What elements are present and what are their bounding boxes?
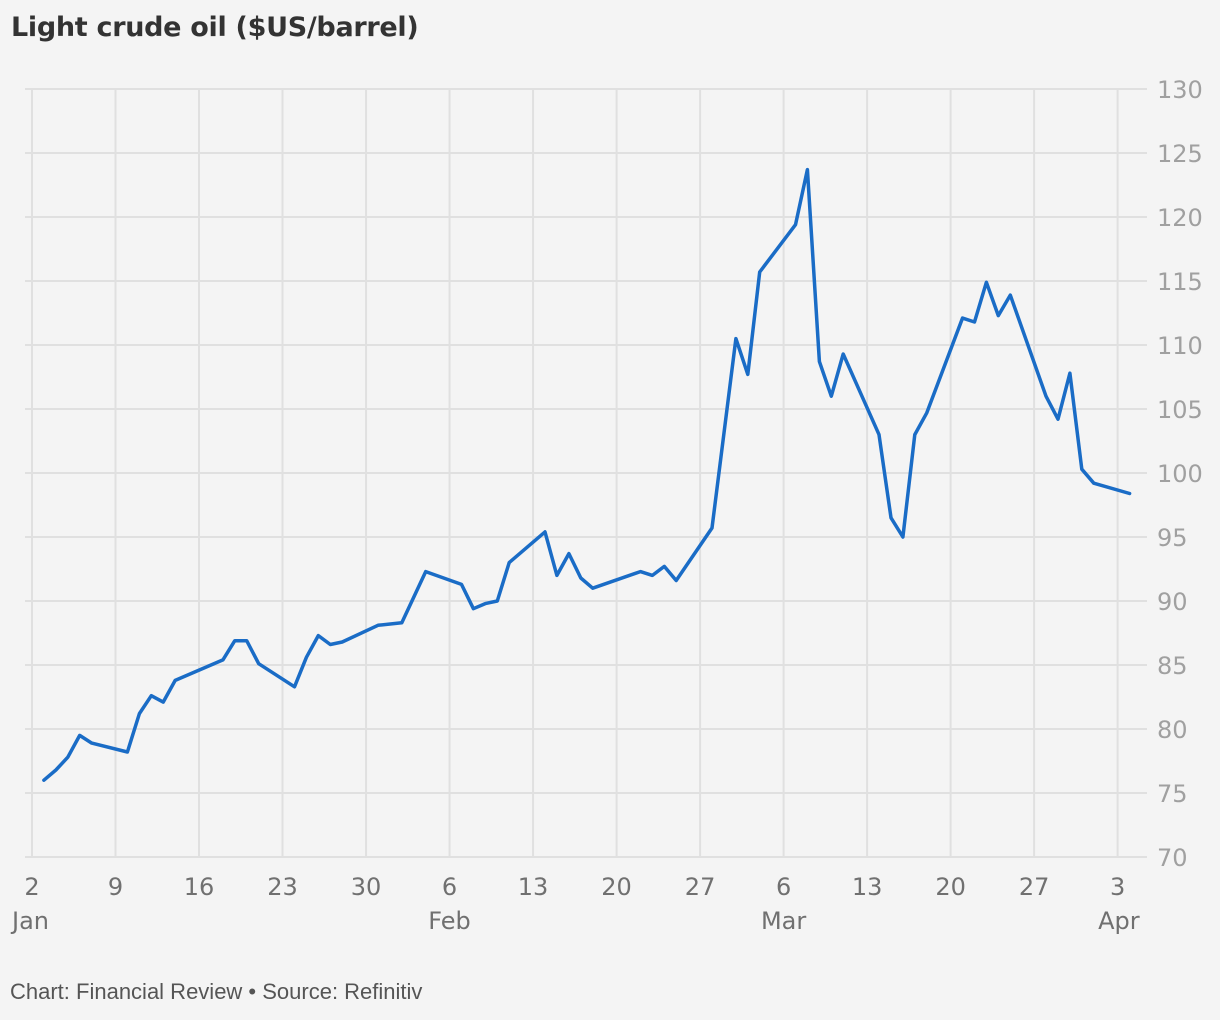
y-tick-label: 125	[1157, 140, 1203, 168]
y-tick-label: 85	[1157, 652, 1188, 680]
x-month-label: Apr	[1098, 907, 1140, 935]
y-tick-label: 105	[1157, 396, 1203, 424]
x-month-label: Feb	[428, 907, 471, 935]
x-tick-label: 3	[1110, 873, 1125, 901]
vertical-gridlines	[31, 89, 1119, 857]
x-tick-label: 2	[24, 873, 39, 901]
y-tick-label: 115	[1157, 268, 1203, 296]
y-tick-label: 120	[1157, 204, 1203, 232]
chart-source-credit: Chart: Financial Review • Source: Refini…	[10, 979, 423, 1004]
x-tick-label: 20	[601, 873, 632, 901]
y-axis-tick-labels: 70 75 80 85 90 95 100 105 110 115 120 125 130	[1157, 76, 1203, 872]
y-tick-label: 90	[1157, 588, 1188, 616]
x-tick-label: 13	[518, 873, 549, 901]
x-tick-label: 20	[935, 873, 966, 901]
x-month-label: Jan	[10, 907, 49, 935]
y-tick-label: 70	[1157, 844, 1188, 872]
x-tick-label: 9	[108, 873, 123, 901]
chart-title: Light crude oil ($US/barrel)	[11, 12, 419, 43]
x-tick-label: 30	[351, 873, 382, 901]
y-tick-label: 130	[1157, 76, 1203, 104]
y-tick-label: 95	[1157, 524, 1188, 552]
x-tick-label: 6	[442, 873, 457, 901]
x-tick-label: 16	[184, 873, 215, 901]
x-tick-label: 23	[267, 873, 298, 901]
x-month-label: Mar	[761, 907, 806, 935]
y-tick-label: 80	[1157, 716, 1188, 744]
y-tick-label: 75	[1157, 780, 1188, 808]
x-tick-label: 27	[1019, 873, 1050, 901]
x-tick-label: 6	[776, 873, 791, 901]
horizontal-gridlines	[25, 88, 1147, 858]
y-tick-label: 110	[1157, 332, 1203, 360]
y-tick-label: 100	[1157, 460, 1203, 488]
x-axis-tick-labels: 2 Jan 9 16 23 30 6 Feb 13 20 27 6 Mar 13 20 27 3 Apr	[10, 873, 1140, 935]
price-line	[42, 167, 1132, 782]
x-tick-label: 13	[852, 873, 883, 901]
x-tick-label: 27	[685, 873, 716, 901]
